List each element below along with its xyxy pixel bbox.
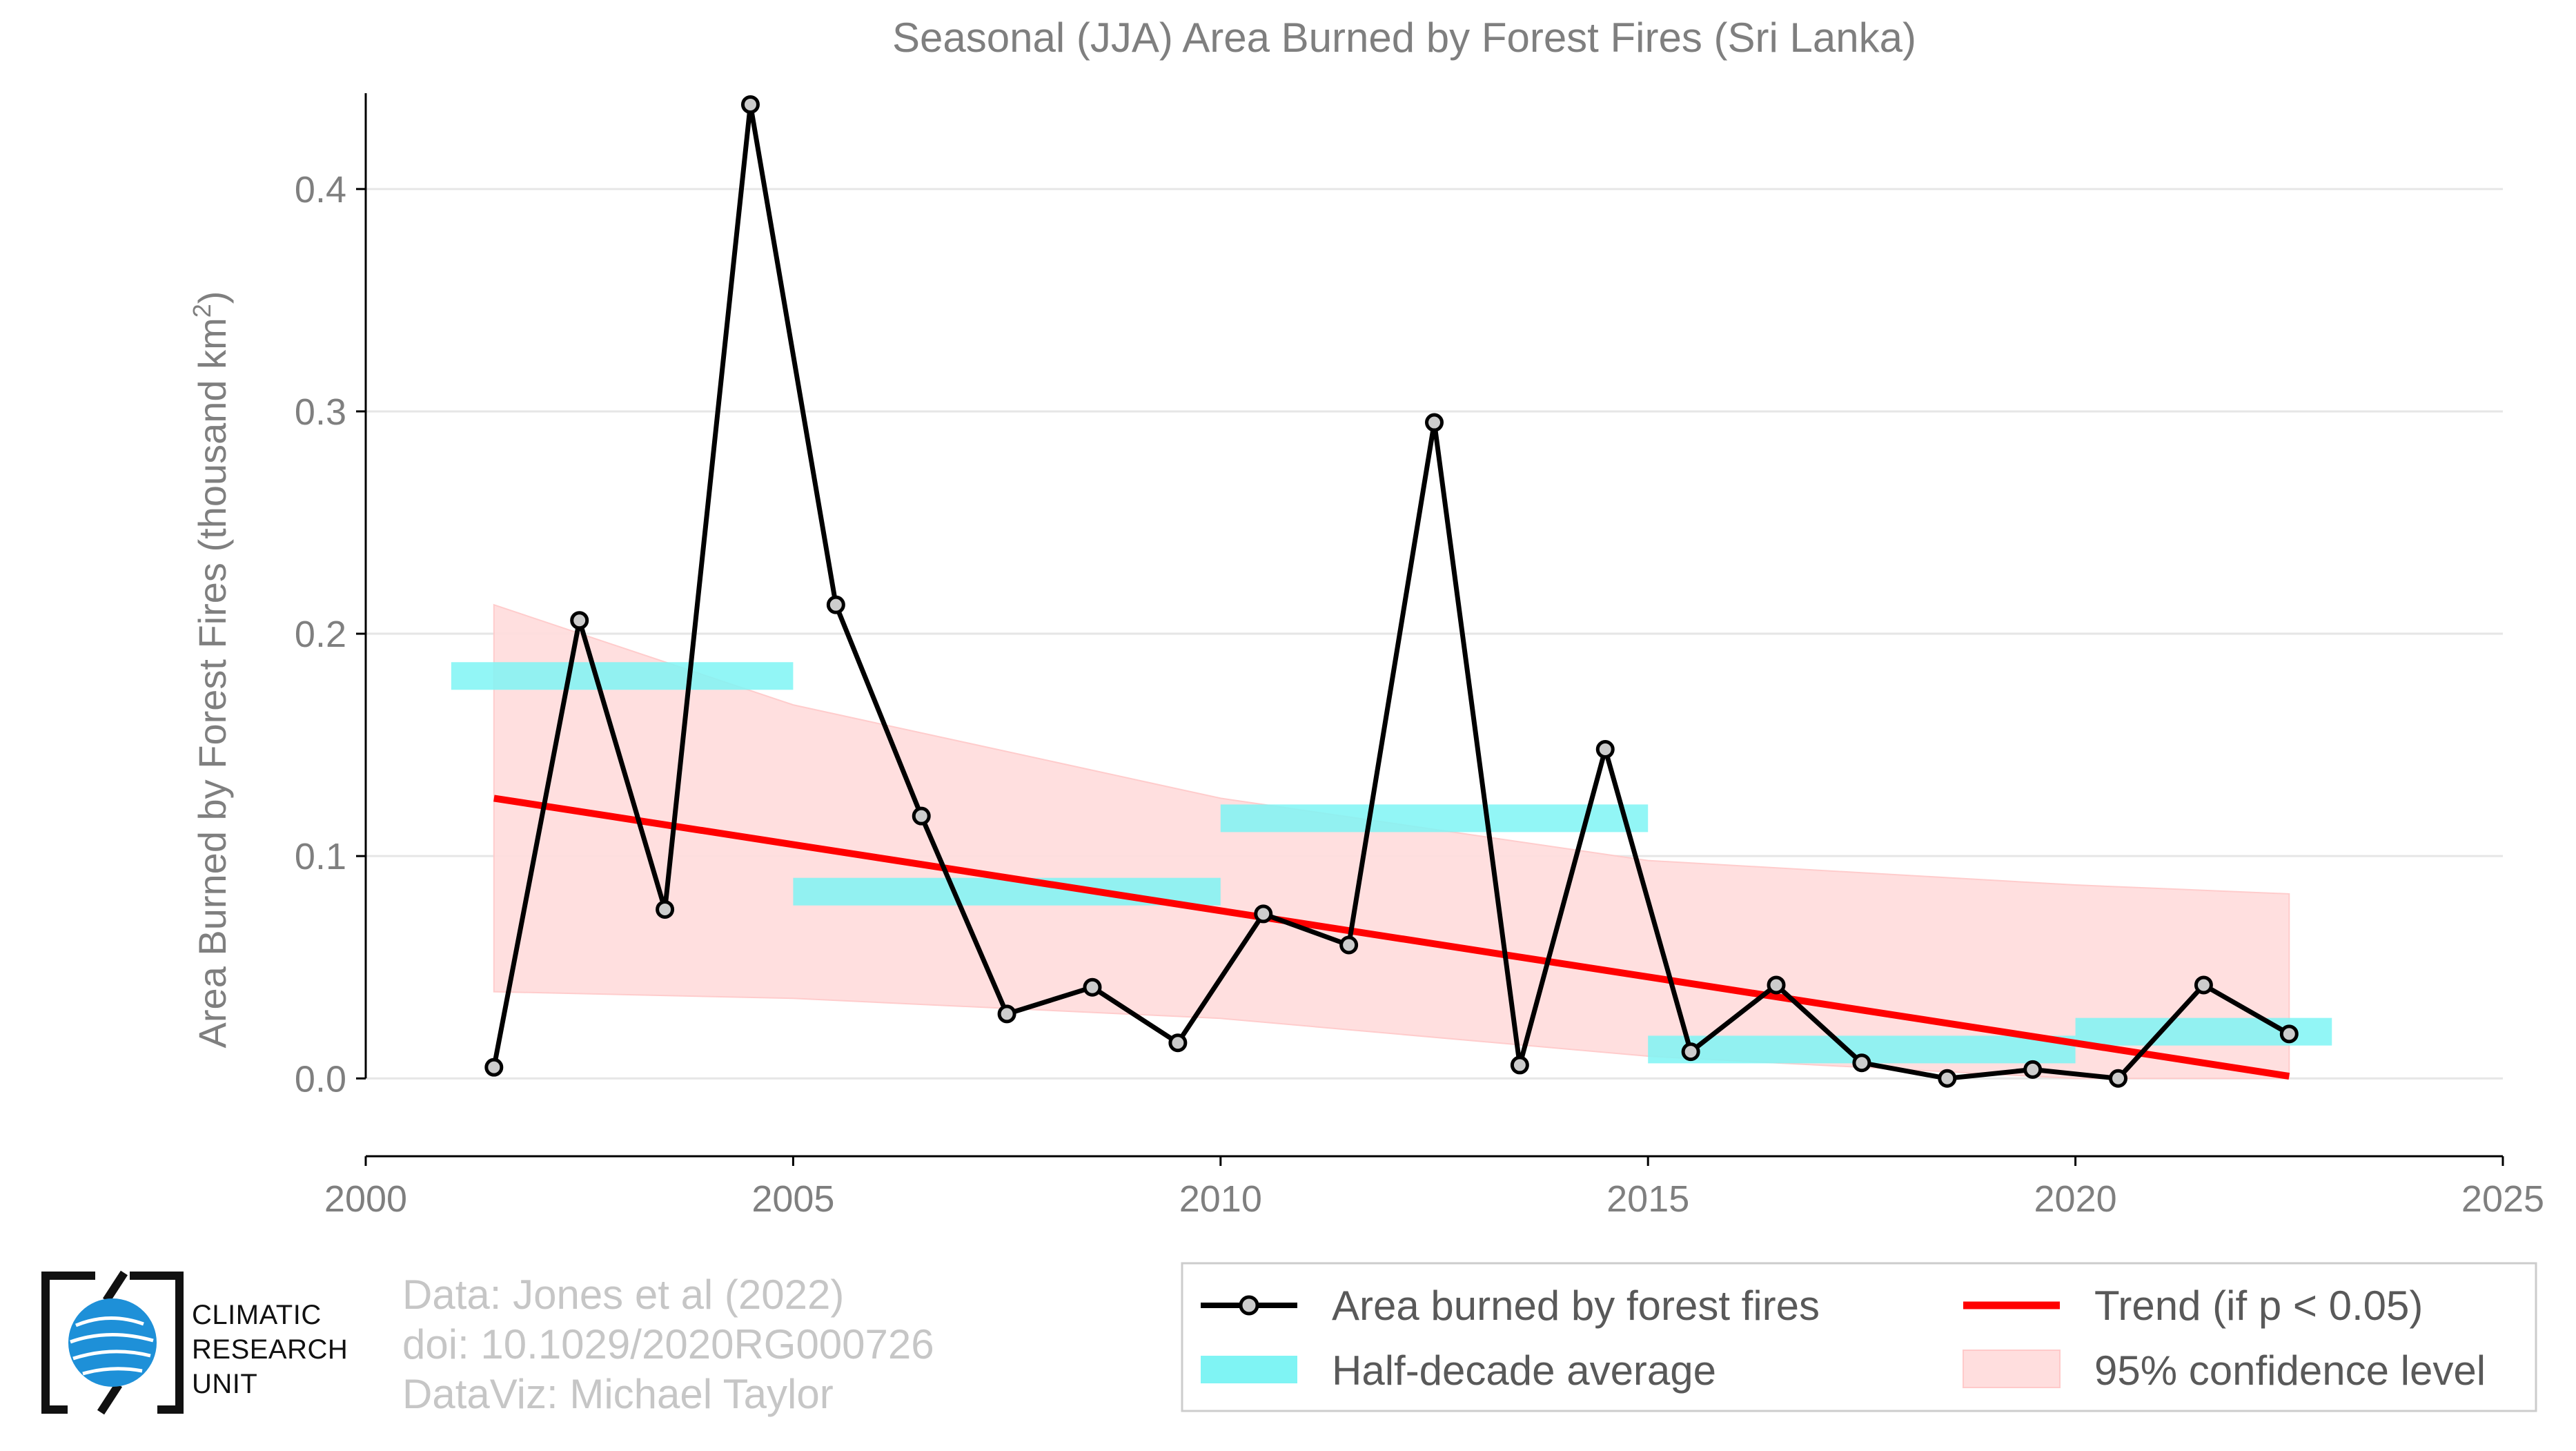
data-point	[1168, 1033, 1188, 1053]
data-point	[1254, 904, 1273, 924]
x-tick-label: 2010	[1179, 1178, 1262, 1220]
data-point	[1425, 413, 1444, 432]
x-tick-labels: 2000 2005 2010 2015 2020 2025	[324, 1178, 2544, 1220]
legend-half-decade-swatch	[1201, 1356, 1297, 1383]
data-point	[1852, 1053, 1871, 1073]
data-credits: Data: Jones et al (2022) doi: 10.1029/20…	[402, 1270, 934, 1419]
data-point	[1510, 1055, 1529, 1075]
legend: Area burned by forest fires Trend (if p …	[1181, 1262, 2537, 1412]
x-tick-label: 2000	[324, 1178, 407, 1220]
data-point	[1767, 975, 1786, 995]
y-tick-label: 0.1	[295, 836, 346, 877]
data-point	[1339, 935, 1359, 955]
cru-logo-line3: UNIT	[192, 1369, 258, 1399]
data-point	[2279, 1024, 2299, 1044]
axes	[356, 93, 2504, 1166]
y-tick-label: 0.4	[295, 169, 346, 211]
x-tick-label: 2020	[2034, 1178, 2117, 1220]
chart-title: Seasonal (JJA) Area Burned by Forest Fir…	[892, 14, 1916, 61]
y-axis-label: Area Burned by Forest Fires (thousand km…	[188, 291, 234, 1049]
confidence-band	[493, 603, 2290, 1080]
cru-logo-line1: CLIMATIC	[192, 1300, 322, 1330]
credit-dataviz: DataViz: Michael Taylor	[402, 1371, 834, 1417]
data-point	[570, 611, 589, 630]
legend-label-series: Area burned by forest fires	[1332, 1283, 1820, 1329]
data-point	[2194, 975, 2213, 995]
data-point	[1681, 1042, 1700, 1062]
half-decade-bar	[1220, 804, 1649, 832]
confidence-band-layer	[493, 603, 2290, 1080]
cru-logo-line2: RESEARCH	[192, 1334, 348, 1365]
cru-logo-mark	[41, 1270, 184, 1415]
data-point	[1938, 1069, 1957, 1088]
series-layer	[484, 95, 2299, 1088]
legend-box	[1181, 1262, 2537, 1412]
credit-doi: doi: 10.1029/2020RG000726	[402, 1321, 934, 1367]
data-point	[484, 1058, 504, 1077]
data-point	[997, 1004, 1016, 1024]
legend-label-confidence: 95% confidence level	[2094, 1347, 2486, 1394]
data-point	[1595, 740, 1615, 759]
data-point	[2109, 1069, 2128, 1088]
data-point	[740, 95, 760, 114]
x-tick-label: 2015	[1606, 1178, 1689, 1220]
legend-label-half-decade: Half-decade average	[1332, 1347, 1716, 1394]
legend-label-trend: Trend (if p < 0.05)	[2094, 1283, 2423, 1329]
series-line	[491, 101, 2291, 1081]
y-tick-label: 0.0	[295, 1058, 346, 1100]
x-tick-label: 2005	[751, 1178, 834, 1220]
half-decade-bar	[451, 662, 794, 690]
trend-layer	[493, 795, 2290, 1080]
y-axis-label-tail: )	[190, 291, 234, 304]
cru-logo: CLIMATIC RESEARCH UNIT	[40, 1270, 385, 1415]
y-tick-label: 0.3	[295, 391, 346, 433]
y-axis-label-superscript: 2	[188, 304, 216, 318]
data-point	[2023, 1060, 2043, 1079]
credit-data-source: Data: Jones et al (2022)	[402, 1272, 845, 1318]
y-tick-labels: 0.0 0.1 0.2 0.3 0.4	[295, 169, 346, 1100]
legend-confidence-swatch	[1963, 1350, 2061, 1388]
legend-series-marker	[1239, 1295, 1259, 1316]
trend-line	[493, 795, 2290, 1080]
data-point	[826, 595, 845, 614]
data-point	[1083, 977, 1102, 997]
data-point	[912, 806, 931, 826]
cru-logo-text: CLIMATIC RESEARCH UNIT	[192, 1298, 348, 1401]
x-tick-label: 2025	[2461, 1178, 2544, 1220]
data-point	[656, 899, 675, 919]
y-tick-label: 0.2	[295, 614, 346, 655]
y-axis-label-main: Area Burned by Forest Fires (thousand km	[190, 318, 234, 1048]
